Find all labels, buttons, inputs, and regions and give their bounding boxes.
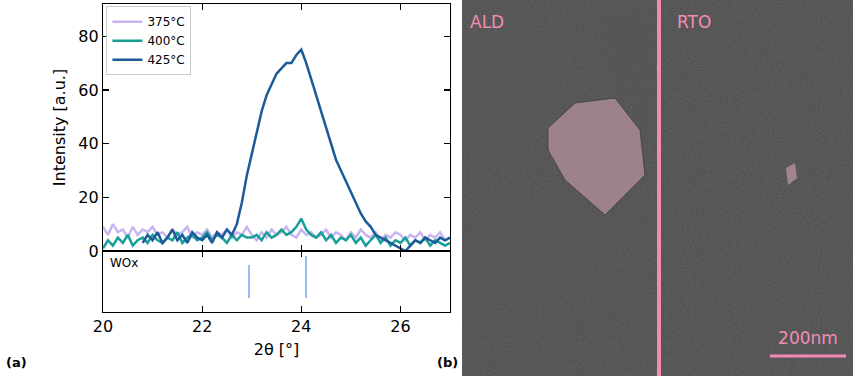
svg-text:375°C: 375°C [147,15,184,29]
svg-text:20: 20 [93,317,113,336]
svg-text:200nm: 200nm [778,328,838,348]
svg-text:80: 80 [78,27,98,46]
svg-text:400°C: 400°C [147,34,184,48]
svg-text:24: 24 [291,317,311,336]
svg-text:60: 60 [78,81,98,100]
svg-text:WOx: WOx [110,256,138,270]
svg-text:22: 22 [192,317,212,336]
svg-text:26: 26 [390,317,410,336]
svg-text:40: 40 [78,134,98,153]
svg-text:20: 20 [78,188,98,207]
svg-text:425°C: 425°C [147,53,184,67]
svg-text:0: 0 [88,242,98,261]
svg-text:2θ [°]: 2θ [°] [254,340,300,359]
svg-text:RTO: RTO [677,12,711,32]
svg-text:(b): (b) [437,355,458,370]
svg-text:(a): (a) [6,355,27,370]
svg-text:ALD: ALD [470,12,504,32]
svg-text:Intensity [a.u.]: Intensity [a.u.] [50,69,69,186]
